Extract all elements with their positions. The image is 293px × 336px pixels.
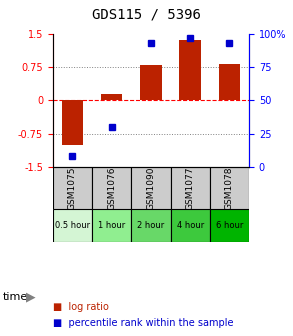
- Text: GSM1076: GSM1076: [107, 166, 116, 210]
- Text: ▶: ▶: [26, 291, 36, 304]
- FancyBboxPatch shape: [171, 167, 210, 209]
- Text: 2 hour: 2 hour: [137, 221, 165, 230]
- FancyBboxPatch shape: [171, 209, 210, 242]
- Text: GDS115 / 5396: GDS115 / 5396: [92, 8, 201, 22]
- FancyBboxPatch shape: [53, 209, 92, 242]
- Text: 1 hour: 1 hour: [98, 221, 125, 230]
- Bar: [179, 40, 201, 100]
- Text: ■  log ratio: ■ log ratio: [53, 302, 109, 312]
- Text: GSM1090: GSM1090: [146, 166, 155, 210]
- Text: 4 hour: 4 hour: [176, 221, 204, 230]
- FancyBboxPatch shape: [92, 167, 131, 209]
- Text: GSM1077: GSM1077: [186, 166, 195, 210]
- Text: 6 hour: 6 hour: [216, 221, 243, 230]
- FancyBboxPatch shape: [131, 167, 171, 209]
- Bar: [101, 94, 122, 100]
- Text: GSM1075: GSM1075: [68, 166, 77, 210]
- FancyBboxPatch shape: [210, 209, 249, 242]
- Text: 0.5 hour: 0.5 hour: [55, 221, 90, 230]
- FancyBboxPatch shape: [210, 167, 249, 209]
- Text: ■  percentile rank within the sample: ■ percentile rank within the sample: [53, 318, 233, 328]
- Bar: [62, 100, 83, 145]
- FancyBboxPatch shape: [131, 209, 171, 242]
- FancyBboxPatch shape: [53, 167, 92, 209]
- Text: GSM1078: GSM1078: [225, 166, 234, 210]
- Bar: [140, 65, 162, 100]
- Bar: [219, 64, 240, 100]
- FancyBboxPatch shape: [92, 209, 131, 242]
- Text: time: time: [3, 292, 28, 302]
